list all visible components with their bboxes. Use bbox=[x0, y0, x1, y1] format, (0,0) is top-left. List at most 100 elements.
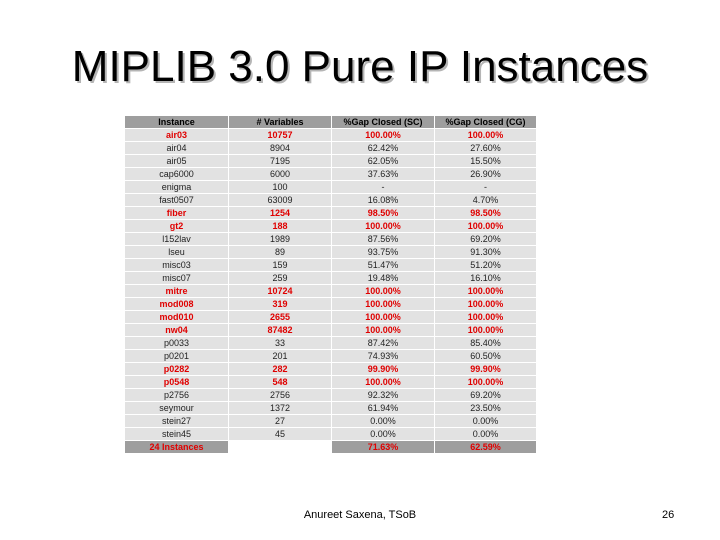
cell-variables: 1254 bbox=[228, 206, 332, 220]
results-table: Instance # Variables %Gap Closed (SC) %G… bbox=[124, 115, 537, 454]
cell-variables: 10724 bbox=[228, 284, 332, 298]
cell-variables: 2655 bbox=[228, 310, 332, 324]
cell-gap-sc: 100.00% bbox=[331, 323, 435, 337]
cell-variables: 7195 bbox=[228, 154, 332, 168]
cell-variables: 282 bbox=[228, 362, 332, 376]
cell-gap-sc: 16.08% bbox=[331, 193, 435, 207]
cell-gap-cg: 85.40% bbox=[434, 336, 537, 350]
cell-gap-cg: 100.00% bbox=[434, 219, 537, 233]
total-gap-cg: 62.59% bbox=[434, 440, 537, 454]
cell-instance: fast0507 bbox=[124, 193, 229, 207]
cell-gap-cg: 60.50% bbox=[434, 349, 537, 363]
table-row: air03 10757 100.00% 100.00% bbox=[124, 128, 537, 142]
table-row: l152lav 1989 87.56% 69.20% bbox=[124, 232, 537, 246]
cell-gap-cg: 51.20% bbox=[434, 258, 537, 272]
cell-gap-sc: 87.42% bbox=[331, 336, 435, 350]
cell-instance: air04 bbox=[124, 141, 229, 155]
cell-gap-cg: 91.30% bbox=[434, 245, 537, 259]
cell-gap-cg: 100.00% bbox=[434, 128, 537, 142]
cell-gap-cg: 0.00% bbox=[434, 427, 537, 441]
cell-variables: 2756 bbox=[228, 388, 332, 402]
cell-variables: 548 bbox=[228, 375, 332, 389]
table-row: stein45 45 0.00% 0.00% bbox=[124, 427, 537, 441]
cell-gap-sc: 19.48% bbox=[331, 271, 435, 285]
cell-gap-sc: 74.93% bbox=[331, 349, 435, 363]
table-row: fast0507 63009 16.08% 4.70% bbox=[124, 193, 537, 207]
cell-gap-sc: 87.56% bbox=[331, 232, 435, 246]
cell-gap-sc: 100.00% bbox=[331, 128, 435, 142]
cell-variables: 1989 bbox=[228, 232, 332, 246]
cell-gap-cg: 15.50% bbox=[434, 154, 537, 168]
cell-gap-cg: 100.00% bbox=[434, 375, 537, 389]
table-row: air04 8904 62.42% 27.60% bbox=[124, 141, 537, 155]
table-row: p0201 201 74.93% 60.50% bbox=[124, 349, 537, 363]
slide-title: MIPLIB 3.0 Pure IP Instances bbox=[71, 42, 649, 91]
cell-gap-cg: 16.10% bbox=[434, 271, 537, 285]
total-row: 24 Instances 71.63% 62.59% bbox=[124, 440, 537, 454]
cell-variables: 100 bbox=[228, 180, 332, 194]
cell-variables: 45 bbox=[228, 427, 332, 441]
cell-gap-sc: - bbox=[331, 180, 435, 194]
cell-gap-sc: 62.42% bbox=[331, 141, 435, 155]
cell-instance: fiber bbox=[124, 206, 229, 220]
total-gap-sc: 71.63% bbox=[331, 440, 435, 454]
table-row: gt2 188 100.00% 100.00% bbox=[124, 219, 537, 233]
cell-variables: 259 bbox=[228, 271, 332, 285]
page-number: 26 bbox=[662, 509, 675, 521]
cell-gap-sc: 98.50% bbox=[331, 206, 435, 220]
table-row: p0282 282 99.90% 99.90% bbox=[124, 362, 537, 376]
cell-gap-cg: 100.00% bbox=[434, 310, 537, 324]
cell-gap-sc: 99.90% bbox=[331, 362, 435, 376]
cell-gap-cg: 27.60% bbox=[434, 141, 537, 155]
cell-gap-sc: 92.32% bbox=[331, 388, 435, 402]
table-row: misc03 159 51.47% 51.20% bbox=[124, 258, 537, 272]
cell-gap-sc: 62.05% bbox=[331, 154, 435, 168]
cell-instance: nw04 bbox=[124, 323, 229, 337]
cell-variables: 33 bbox=[228, 336, 332, 350]
table-row: enigma 100- - bbox=[124, 180, 537, 194]
cell-instance: cap6000 bbox=[124, 167, 229, 181]
cell-gap-sc: 0.00% bbox=[331, 414, 435, 428]
table-row: p0033 33 87.42% 85.40% bbox=[124, 336, 537, 350]
total-variables bbox=[228, 440, 332, 454]
cell-instance: air03 bbox=[124, 128, 229, 142]
cell-instance: p0201 bbox=[124, 349, 229, 363]
table-row: nw04 87482 100.00% 100.00% bbox=[124, 323, 537, 337]
cell-variables: 6000 bbox=[228, 167, 332, 181]
cell-instance: lseu bbox=[124, 245, 229, 259]
cell-instance: enigma bbox=[124, 180, 229, 194]
cell-gap-cg: 99.90% bbox=[434, 362, 537, 376]
cell-gap-sc: 0.00% bbox=[331, 427, 435, 441]
cell-gap-sc: 100.00% bbox=[331, 284, 435, 298]
cell-gap-cg: 4.70% bbox=[434, 193, 537, 207]
cell-variables: 188 bbox=[228, 219, 332, 233]
cell-gap-sc: 100.00% bbox=[331, 310, 435, 324]
table-row: lseu 89 93.75% 91.30% bbox=[124, 245, 537, 259]
cell-instance: mod008 bbox=[124, 297, 229, 311]
footer-author: Anureet Saxena, TSoB bbox=[303, 509, 417, 521]
table-row: fiber 1254 98.50% 98.50% bbox=[124, 206, 537, 220]
cell-variables: 319 bbox=[228, 297, 332, 311]
cell-gap-cg: 100.00% bbox=[434, 297, 537, 311]
cell-gap-sc: 100.00% bbox=[331, 219, 435, 233]
cell-gap-cg: 26.90% bbox=[434, 167, 537, 181]
table-row: air05 7195 62.05% 15.50% bbox=[124, 154, 537, 168]
cell-gap-cg: 100.00% bbox=[434, 323, 537, 337]
header-gap-sc: %Gap Closed (SC) bbox=[331, 115, 435, 129]
cell-gap-cg: 23.50% bbox=[434, 401, 537, 415]
cell-gap-cg: 100.00% bbox=[434, 284, 537, 298]
cell-gap-sc: 51.47% bbox=[331, 258, 435, 272]
cell-instance: p2756 bbox=[124, 388, 229, 402]
cell-variables: 1372 bbox=[228, 401, 332, 415]
cell-gap-sc: 61.94% bbox=[331, 401, 435, 415]
cell-instance: mod010 bbox=[124, 310, 229, 324]
table-body: air03 10757 100.00% 100.00% air04 8904 62.42% 2… bbox=[124, 128, 537, 441]
cell-instance: p0033 bbox=[124, 336, 229, 350]
table-row: stein27 27 0.00% 0.00% bbox=[124, 414, 537, 428]
cell-instance: p0548 bbox=[124, 375, 229, 389]
cell-variables: 10757 bbox=[228, 128, 332, 142]
cell-instance: seymour bbox=[124, 401, 229, 415]
cell-instance: p0282 bbox=[124, 362, 229, 376]
header-variables: # Variables bbox=[228, 115, 332, 129]
cell-gap-cg: - bbox=[434, 180, 537, 194]
